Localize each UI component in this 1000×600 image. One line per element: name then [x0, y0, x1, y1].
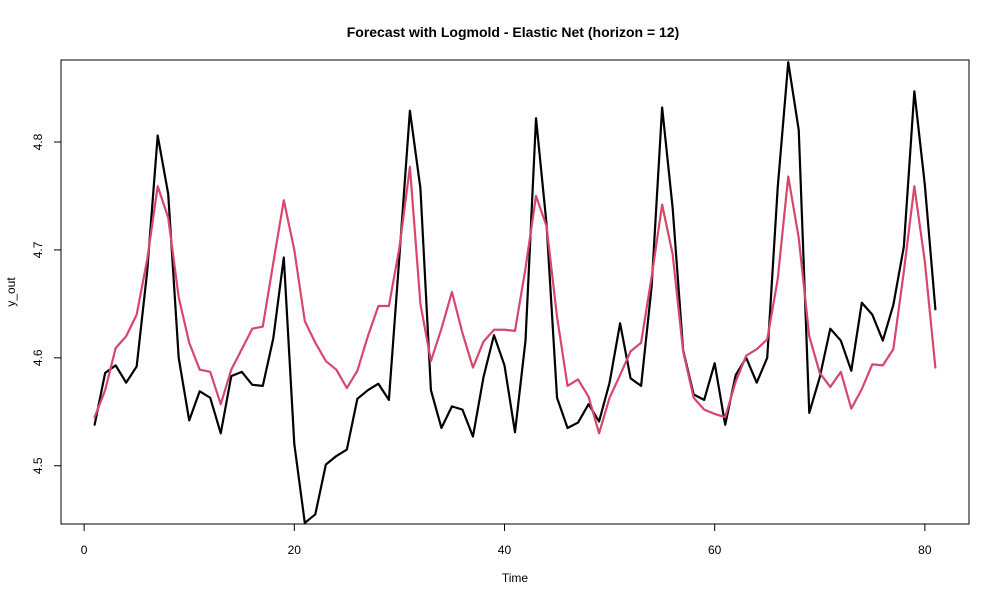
y-axis: 4.5 4.6 4.7 4.8	[31, 133, 62, 474]
series-layer	[93, 61, 937, 525]
x-tick-label: 40	[498, 543, 512, 557]
y-tick-label: 4.8	[31, 133, 45, 150]
x-axis: 0 20 40 60 80	[81, 523, 932, 557]
x-tick-label: 20	[288, 543, 302, 557]
y-tick-label: 4.5	[31, 457, 45, 474]
y-tick-label: 4.7	[31, 241, 45, 258]
series-line-forecast	[93, 165, 937, 435]
x-tick-label: 0	[81, 543, 88, 557]
x-axis-label: Time	[502, 571, 529, 585]
plot-box	[60, 59, 970, 525]
chart-title: Forecast with Logmold - Elastic Net (hor…	[347, 24, 680, 40]
y-tick-label: 4.6	[31, 349, 45, 366]
y-axis-label: y_out	[4, 277, 18, 307]
x-tick-label: 60	[708, 543, 722, 557]
x-tick-label: 80	[918, 543, 932, 557]
series-line-actual	[93, 61, 937, 525]
